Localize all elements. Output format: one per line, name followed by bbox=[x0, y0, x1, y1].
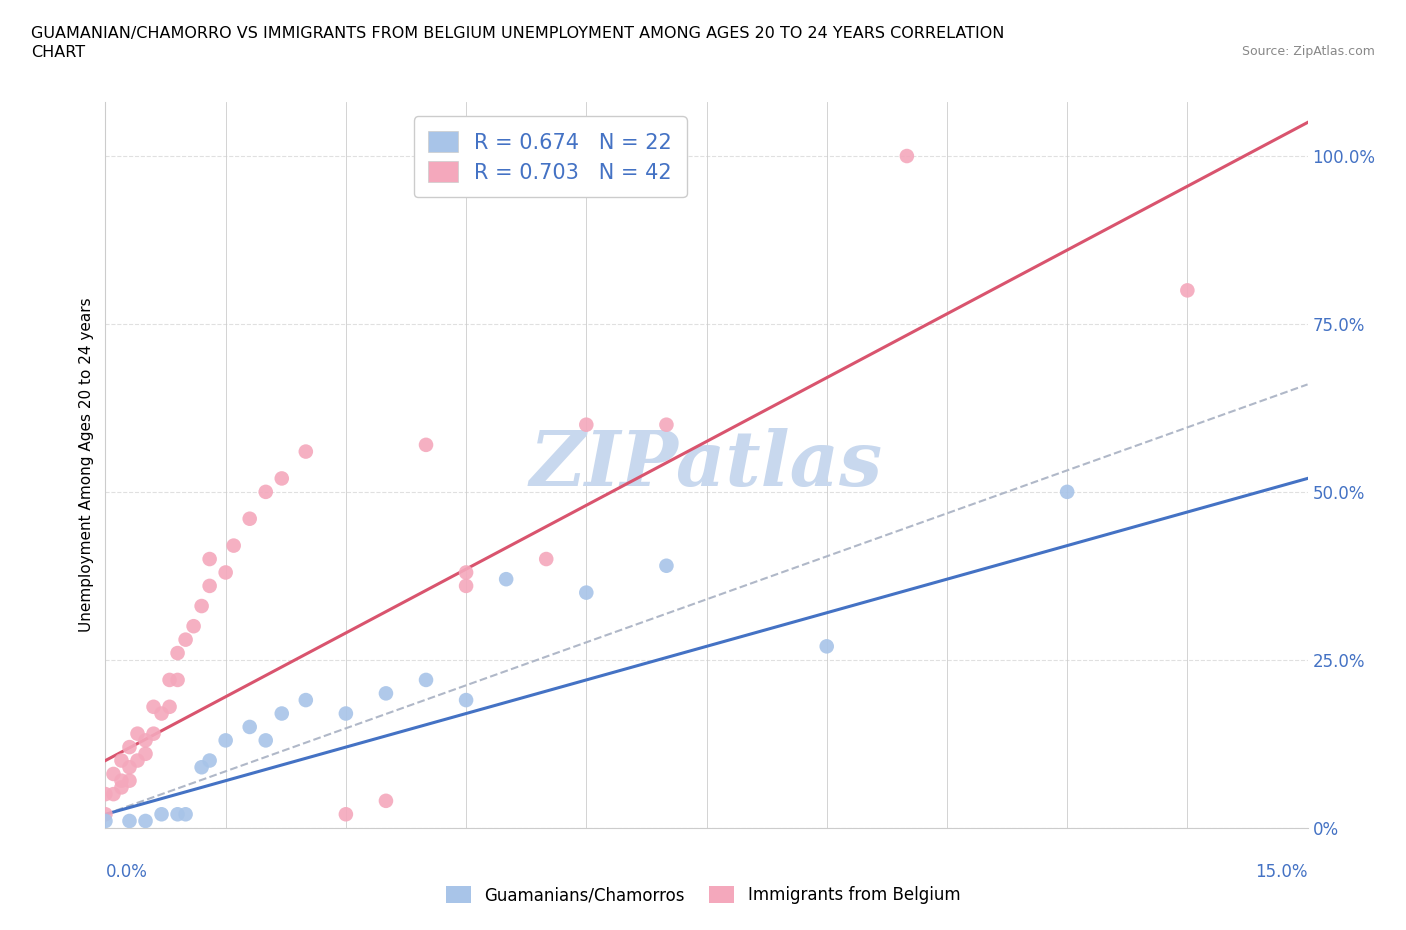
Text: Source: ZipAtlas.com: Source: ZipAtlas.com bbox=[1241, 45, 1375, 58]
Point bbox=[166, 645, 188, 660]
Point bbox=[1177, 283, 1199, 298]
Point bbox=[239, 512, 262, 526]
Point bbox=[454, 693, 477, 708]
Point bbox=[1056, 485, 1078, 499]
Point bbox=[295, 693, 318, 708]
Point bbox=[575, 418, 598, 432]
Point bbox=[415, 437, 437, 452]
Point bbox=[335, 807, 357, 822]
Point bbox=[495, 572, 517, 587]
Point bbox=[94, 787, 117, 802]
Text: GUAMANIAN/CHAMORRO VS IMMIGRANTS FROM BELGIUM UNEMPLOYMENT AMONG AGES 20 TO 24 Y: GUAMANIAN/CHAMORRO VS IMMIGRANTS FROM BE… bbox=[31, 26, 1004, 41]
Point bbox=[142, 699, 165, 714]
Text: ZIPatlas: ZIPatlas bbox=[530, 428, 883, 502]
Point bbox=[174, 632, 197, 647]
Text: 0.0%: 0.0% bbox=[105, 863, 148, 881]
Point bbox=[254, 733, 277, 748]
Point bbox=[270, 706, 292, 721]
Point bbox=[454, 565, 477, 580]
Point bbox=[135, 733, 157, 748]
Point bbox=[166, 672, 188, 687]
Point bbox=[198, 753, 221, 768]
Text: CHART: CHART bbox=[31, 45, 84, 60]
Point bbox=[150, 807, 173, 822]
Point bbox=[135, 814, 157, 829]
Point bbox=[142, 726, 165, 741]
Point bbox=[239, 720, 262, 735]
Point bbox=[335, 706, 357, 721]
Point bbox=[94, 807, 117, 822]
Point bbox=[896, 149, 918, 164]
Point bbox=[174, 807, 197, 822]
Point bbox=[254, 485, 277, 499]
Point bbox=[110, 753, 132, 768]
Point bbox=[454, 578, 477, 593]
Point bbox=[270, 471, 292, 485]
Point bbox=[183, 618, 205, 633]
Point bbox=[94, 814, 117, 829]
Point bbox=[118, 739, 141, 754]
Point bbox=[118, 760, 141, 775]
Point bbox=[159, 672, 181, 687]
Point bbox=[127, 753, 149, 768]
Point bbox=[214, 565, 236, 580]
Point bbox=[198, 551, 221, 566]
Y-axis label: Unemployment Among Ages 20 to 24 years: Unemployment Among Ages 20 to 24 years bbox=[79, 298, 94, 632]
Point bbox=[374, 793, 398, 808]
Point bbox=[118, 773, 141, 788]
Point bbox=[150, 706, 173, 721]
Point bbox=[127, 726, 149, 741]
Point bbox=[159, 699, 181, 714]
Point bbox=[135, 747, 157, 762]
Point bbox=[655, 418, 678, 432]
Point bbox=[655, 558, 678, 573]
Point bbox=[118, 814, 141, 829]
Point bbox=[110, 773, 132, 788]
Point bbox=[214, 733, 236, 748]
Legend: Guamanians/Chamorros, Immigrants from Belgium: Guamanians/Chamorros, Immigrants from Be… bbox=[437, 878, 969, 912]
Text: 15.0%: 15.0% bbox=[1256, 863, 1308, 881]
Point bbox=[534, 551, 557, 566]
Point bbox=[190, 760, 212, 775]
Point bbox=[190, 599, 212, 614]
Point bbox=[198, 578, 221, 593]
Point bbox=[103, 766, 125, 781]
Point bbox=[374, 686, 398, 701]
Point bbox=[415, 672, 437, 687]
Legend: R = 0.674   N = 22, R = 0.703   N = 42: R = 0.674 N = 22, R = 0.703 N = 42 bbox=[413, 116, 686, 197]
Point bbox=[110, 780, 132, 795]
Point bbox=[222, 538, 245, 553]
Point bbox=[815, 639, 838, 654]
Point bbox=[575, 585, 598, 600]
Point bbox=[295, 445, 318, 459]
Point bbox=[103, 787, 125, 802]
Point bbox=[166, 807, 188, 822]
